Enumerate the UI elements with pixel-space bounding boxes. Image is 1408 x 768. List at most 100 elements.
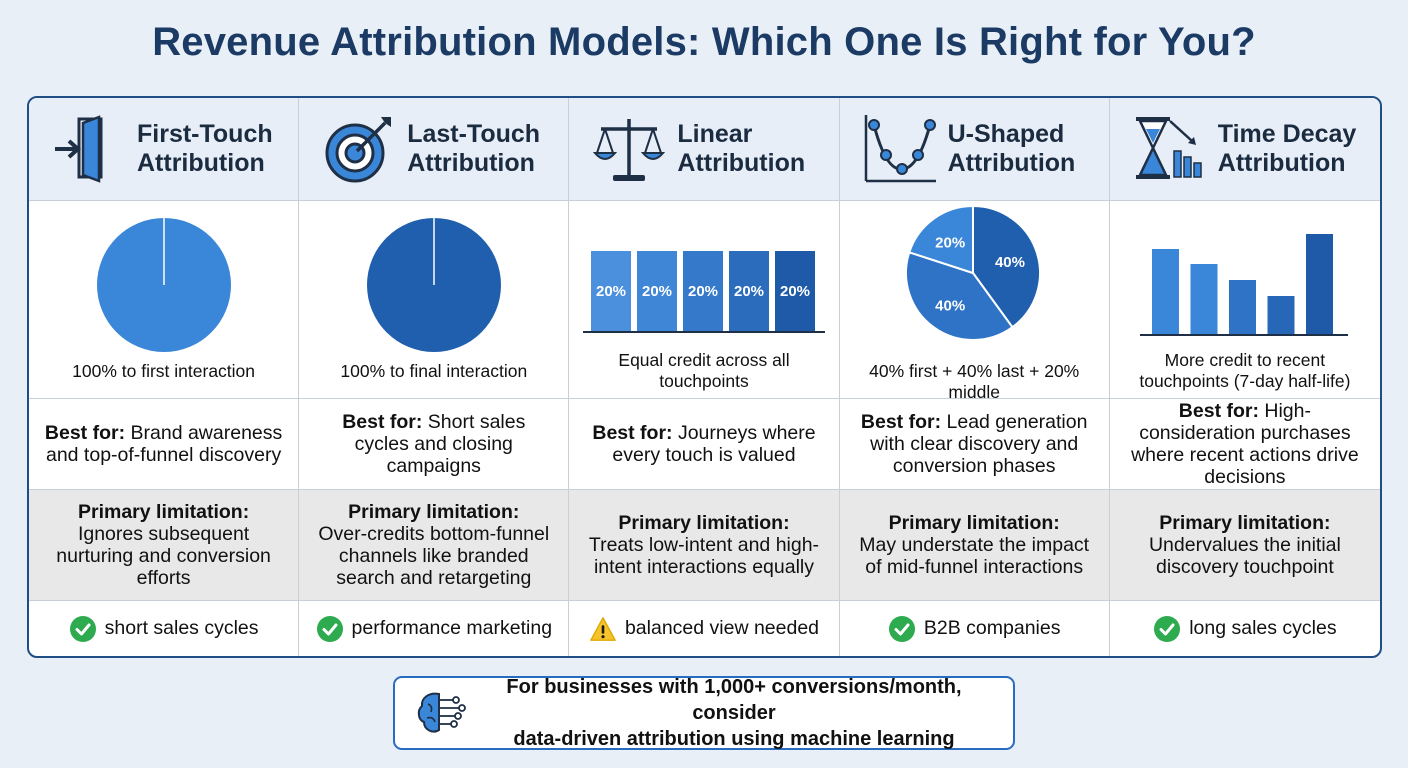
model-header-first-touch: First-Touch Attribution bbox=[29, 98, 300, 201]
use-case-time-decay: long sales cycles bbox=[1110, 601, 1380, 656]
limitation-last-touch: Primary limitation: Over-credits bottom-… bbox=[299, 490, 570, 601]
best-for-text: High-consideration purchases where recen… bbox=[1131, 400, 1359, 488]
bar-chart-time-decay bbox=[1139, 234, 1348, 336]
limitation-label: Primary limitation: bbox=[618, 512, 790, 534]
bar-linear-4 bbox=[729, 251, 770, 331]
use-case-linear: balanced view needed bbox=[569, 601, 840, 656]
model-name: Last-Touch bbox=[407, 120, 541, 148]
check-icon bbox=[316, 615, 343, 642]
u-curve-icon bbox=[864, 115, 936, 183]
bar-linear-3 bbox=[683, 251, 724, 331]
door-enter-icon bbox=[55, 115, 103, 183]
use-case-last-touch: performance marketing bbox=[299, 601, 570, 656]
recommendation-note: For businesses with 1,000+ conversions/m… bbox=[393, 676, 1015, 750]
limitation-text: Undervalues the initial discovery touchp… bbox=[1148, 534, 1341, 578]
note-line-2: data-driven attribution using machine le… bbox=[513, 728, 955, 750]
bar-linear-2 bbox=[637, 251, 678, 331]
limitation-label: Primary limitation: bbox=[1159, 512, 1331, 534]
limitation-first-touch: Primary limitation: Ignores subsequent n… bbox=[29, 490, 300, 601]
pie-slice-u-3 bbox=[907, 204, 974, 275]
bar-label-linear-5: 20% bbox=[780, 283, 810, 300]
model-name: U-Shaped bbox=[947, 120, 1065, 148]
check-icon bbox=[1154, 615, 1181, 642]
bar-label-linear-4: 20% bbox=[734, 283, 764, 300]
attribution-comparison-table: First-Touch Attribution Last-Touch Attri… bbox=[27, 96, 1382, 658]
use-case-label: B2B companies bbox=[923, 617, 1061, 639]
limitation-text: Ignores subsequent nurturing and convers… bbox=[56, 523, 271, 589]
limitation-text: Over-credits bottom-funnel channels like… bbox=[318, 523, 550, 589]
limitation-u-shaped: Primary limitation: May understate the i… bbox=[839, 490, 1110, 601]
pie-label-u-2: 40% bbox=[935, 297, 965, 314]
model-name-suffix: Attribution bbox=[677, 149, 806, 177]
visual-first-touch: 100% to first interaction bbox=[29, 201, 300, 399]
model-name: First-Touch bbox=[137, 120, 273, 148]
model-header-u-shaped: U-Shaped Attribution bbox=[839, 98, 1110, 201]
visual-last-touch: 100% to final interaction bbox=[299, 201, 570, 399]
pie-label-u-3: 20% bbox=[935, 235, 965, 252]
best-for-text: Short sales cycles and closing campaigns bbox=[354, 411, 526, 477]
model-name: Linear bbox=[677, 120, 753, 148]
limitation-time-decay: Primary limitation: Undervalues the init… bbox=[1109, 490, 1380, 601]
brain-circuit-icon bbox=[417, 692, 466, 733]
visual-caption: 40% first + 40% last + 20% middle bbox=[869, 361, 1080, 402]
best-for-label: Best for: bbox=[860, 411, 942, 433]
best-for-last-touch: Best for: Short sales cycles and closing… bbox=[299, 399, 570, 490]
best-for-linear: Best for: Journeys where every touch is … bbox=[569, 399, 840, 490]
visual-caption: 100% to first interaction bbox=[72, 361, 256, 381]
best-for-time-decay: Best for: High-consideration purchases w… bbox=[1109, 399, 1380, 490]
best-for-text: Lead generation with clear discovery and… bbox=[870, 411, 1088, 477]
bar-time-decay-3 bbox=[1228, 280, 1256, 334]
model-header-time-decay: Time Decay Attribution bbox=[1109, 98, 1380, 201]
bar-time-decay-5 bbox=[1305, 234, 1333, 334]
page-title: Revenue Attribution Models: Which One Is… bbox=[152, 20, 1256, 64]
model-name-suffix: Attribution bbox=[407, 149, 535, 177]
use-case-label: short sales cycles bbox=[104, 617, 259, 639]
best-for-first-touch: Best for: Brand awareness and top-of-fun… bbox=[29, 399, 300, 490]
pie-chart-u-shaped: 40% 40% 20% bbox=[904, 204, 1041, 341]
visual-u-shaped: 40% 40% 20% 40% first + 40% last + 20% mid… bbox=[839, 201, 1110, 402]
bar-linear-1 bbox=[591, 251, 632, 331]
model-header-linear: Linear Attribution bbox=[569, 98, 840, 201]
bar-label-linear-2: 20% bbox=[642, 283, 672, 300]
bar-time-decay-4 bbox=[1267, 296, 1295, 334]
limitation-text: May understate the impact of mid-funnel … bbox=[859, 534, 1090, 578]
visual-time-decay: More credit to recent touchpoints (7-day… bbox=[1109, 201, 1380, 399]
model-name-suffix: Attribution bbox=[947, 149, 1076, 177]
bar-time-decay-2 bbox=[1190, 264, 1218, 334]
bar-time-decay-1 bbox=[1151, 249, 1179, 334]
use-case-label: balanced view needed bbox=[624, 617, 820, 639]
best-for-text: Brand awareness and top-of-funnel discov… bbox=[45, 422, 283, 466]
hourglass-icon bbox=[1135, 117, 1202, 179]
model-name-suffix: Attribution bbox=[1217, 149, 1346, 177]
pie-chart-first-touch bbox=[97, 218, 231, 352]
scale-icon bbox=[593, 119, 666, 181]
visual-caption: Equal credit across all touchpoints bbox=[618, 350, 790, 391]
limitation-text: Treats low-intent and high-intent intera… bbox=[588, 534, 820, 578]
use-case-u-shaped: B2B companies bbox=[840, 601, 1110, 656]
use-case-label: long sales cycles bbox=[1189, 617, 1337, 639]
model-name-suffix: Attribution bbox=[137, 149, 265, 177]
best-for-label: Best for: bbox=[592, 422, 673, 444]
best-for-label: Best for: bbox=[44, 422, 126, 444]
model-name: Time Decay bbox=[1217, 120, 1357, 148]
best-for-label: Best for: bbox=[1178, 400, 1259, 422]
pie-label-u-1: 40% bbox=[995, 254, 1025, 271]
visual-linear: 20% 20% 20% 20% 20% Equal credit across all … bbox=[569, 201, 840, 399]
target-icon bbox=[325, 117, 392, 183]
visual-caption: 100% to final interaction bbox=[340, 361, 528, 381]
model-header-last-touch: Last-Touch Attribution bbox=[299, 98, 570, 201]
best-for-label: Best for: bbox=[342, 411, 423, 433]
pie-slice-u-1 bbox=[971, 204, 1041, 329]
pie-chart-last-touch bbox=[367, 218, 502, 352]
limitation-linear: Primary limitation: Treats low-intent an… bbox=[569, 490, 840, 601]
use-case-label: performance marketing bbox=[351, 617, 553, 639]
best-for-u-shaped: Best for: Lead generation with clear dis… bbox=[839, 399, 1110, 490]
limitation-label: Primary limitation: bbox=[888, 512, 1060, 534]
use-case-first-touch: short sales cycles bbox=[29, 601, 300, 656]
bar-label-linear-1: 20% bbox=[596, 283, 626, 300]
check-icon bbox=[69, 615, 96, 642]
pie-slice-u-2 bbox=[904, 251, 1014, 341]
limitation-label: Primary limitation: bbox=[77, 501, 250, 523]
bar-chart-linear: 20% 20% 20% 20% 20% bbox=[583, 251, 826, 333]
check-icon bbox=[888, 615, 915, 642]
